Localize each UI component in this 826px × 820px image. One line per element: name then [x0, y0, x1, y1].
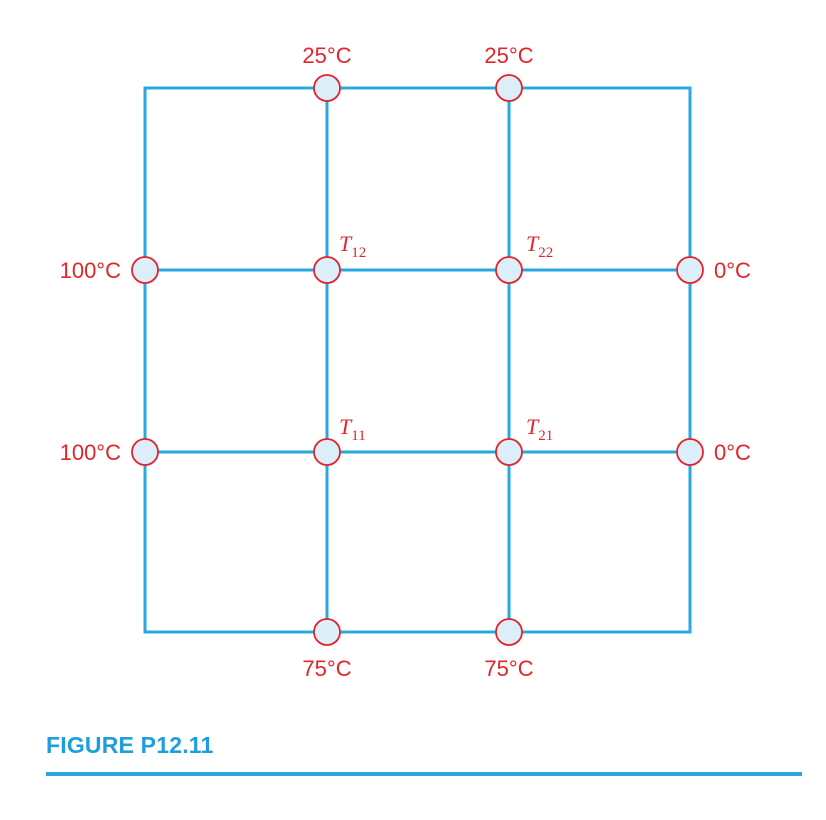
- node-t21: [495, 438, 523, 466]
- label-t22-symbol: T: [526, 231, 540, 256]
- node-t22: [495, 256, 523, 284]
- figure-caption: FIGURE P12.11: [46, 732, 214, 758]
- label-left-upper: 100°C: [60, 258, 122, 283]
- label-t12: T12: [339, 231, 366, 261]
- label-t11: T11: [339, 414, 366, 444]
- label-t12-subscript: 12: [351, 245, 366, 261]
- label-t11-subscript: 11: [351, 428, 365, 444]
- label-right-upper: 0°C: [714, 258, 751, 283]
- node-top-left: [313, 74, 341, 102]
- label-top-right: 25°C: [484, 43, 533, 68]
- label-bottom-left: 75°C: [302, 656, 351, 681]
- node-left-lower: [131, 438, 159, 466]
- node-bottom-left: [313, 618, 341, 646]
- label-top-left: 25°C: [302, 43, 351, 68]
- label-t21-symbol: T: [526, 414, 540, 439]
- node-left-upper: [131, 256, 159, 284]
- label-bottom-right: 75°C: [484, 656, 533, 681]
- caption-divider: [46, 772, 802, 776]
- label-t22-subscript: 22: [538, 245, 553, 261]
- label-right-lower: 0°C: [714, 440, 751, 465]
- node-top-right: [495, 74, 523, 102]
- node-t11: [313, 438, 341, 466]
- node-right-upper: [676, 256, 704, 284]
- node-bottom-right: [495, 618, 523, 646]
- label-t21-subscript: 21: [538, 428, 553, 444]
- label-t12-symbol: T: [339, 231, 353, 256]
- plate-boundary: [143, 86, 692, 634]
- label-t11-symbol: T: [339, 414, 353, 439]
- node-right-lower: [676, 438, 704, 466]
- node-t12: [313, 256, 341, 284]
- label-t22: T22: [526, 231, 553, 261]
- label-left-lower: 100°C: [60, 440, 122, 465]
- label-t21: T21: [526, 414, 553, 444]
